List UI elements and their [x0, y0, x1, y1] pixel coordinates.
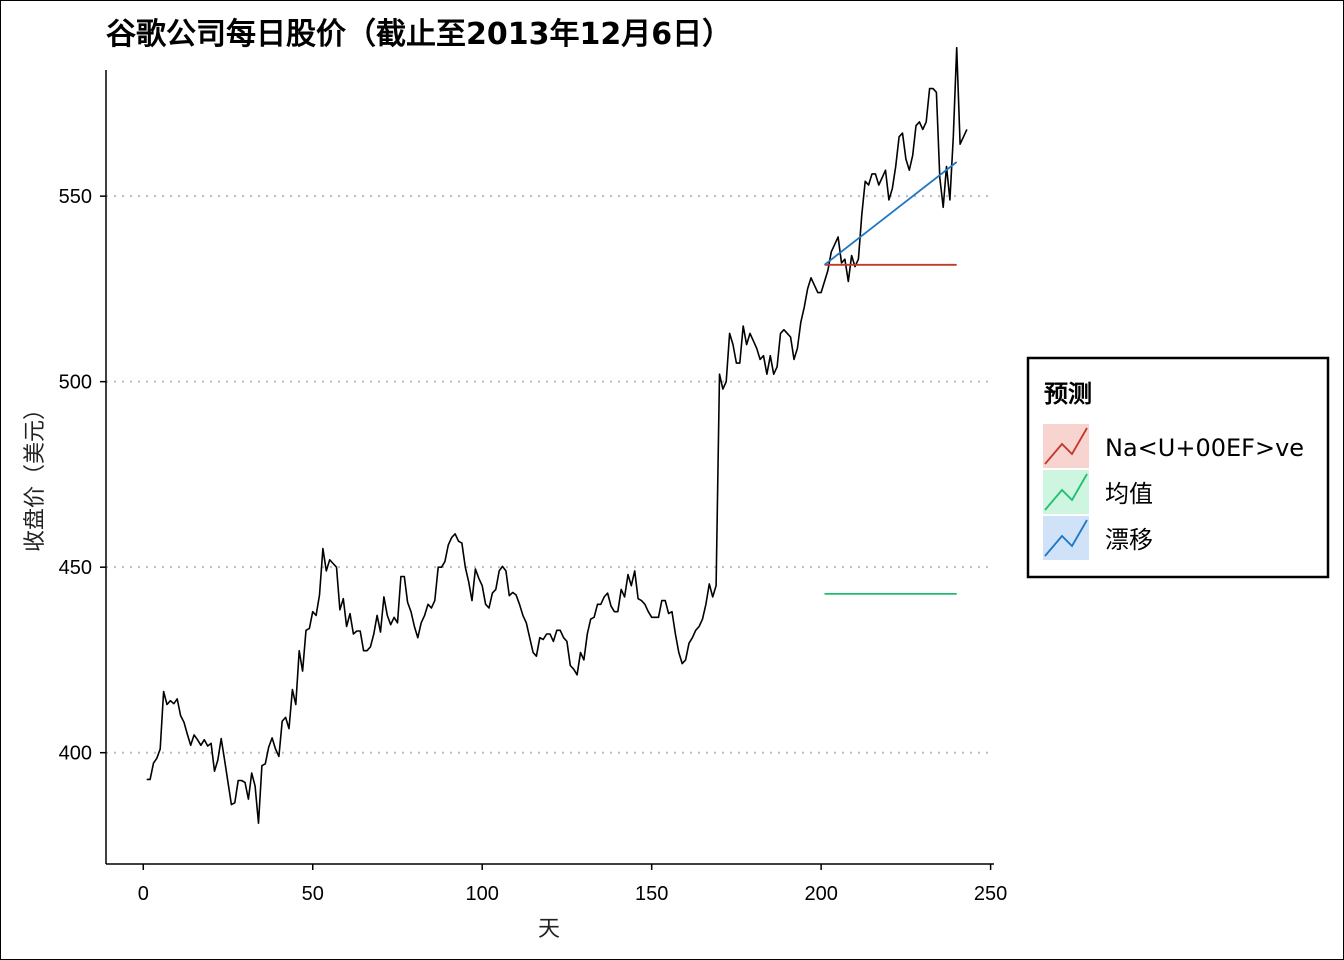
legend-entry: 漂移: [1043, 516, 1153, 560]
legend-key-bg: [1043, 424, 1089, 468]
y-tick-label: 500: [59, 372, 92, 394]
legend-entry: Na<U+00EF>ve: [1043, 424, 1304, 468]
legend-key-line: [1044, 473, 1088, 511]
x-axis-ticks: 0 50 100 150 200 250: [138, 864, 1007, 905]
y-axis-title: 收盘价（美元）: [23, 398, 48, 552]
y-axis-ticks: 400 450 500 550: [59, 186, 106, 765]
series-group: [146, 46, 968, 824]
chart-title: 谷歌公司每日股价（截止至2013年12月6日）: [106, 17, 732, 52]
x-tick-label: 250: [974, 883, 1007, 905]
legend-entry: 均值: [1043, 470, 1153, 514]
x-tick-label: 150: [635, 883, 668, 905]
legend-key-line: [1044, 427, 1088, 465]
series-forecast-3: [823, 161, 958, 266]
y-tick-label: 400: [59, 743, 92, 765]
legend-label: 均值: [1105, 480, 1153, 508]
series-close-price: [146, 46, 968, 824]
y-tick-label: 550: [59, 186, 92, 208]
legend-key-line: [1044, 519, 1088, 557]
y-tick-label: 450: [59, 557, 92, 579]
legend-label: Na<U+00EF>ve: [1105, 434, 1304, 462]
legend-label: 漂移: [1105, 526, 1153, 554]
x-tick-label: 0: [138, 883, 149, 905]
legend-key-bg: [1043, 516, 1089, 560]
x-tick-label: 200: [804, 883, 837, 905]
grid-lines: [106, 195, 994, 754]
x-tick-label: 100: [466, 883, 499, 905]
legend-title: 预测: [1044, 380, 1092, 408]
x-tick-label: 50: [302, 883, 324, 905]
legend-key-bg: [1043, 470, 1089, 514]
x-axis-title: 天: [538, 917, 560, 942]
